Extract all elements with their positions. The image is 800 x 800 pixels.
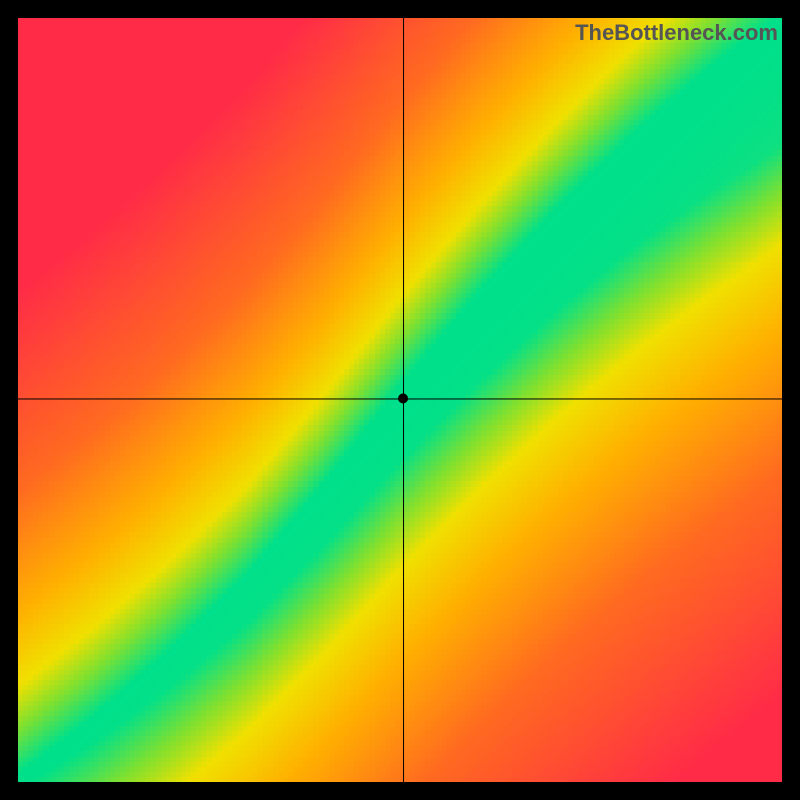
frame-border-top xyxy=(0,0,800,18)
frame-border-right xyxy=(782,0,800,800)
frame-border-bottom xyxy=(0,782,800,800)
watermark-label: TheBottleneck.com xyxy=(575,20,778,46)
frame-border-left xyxy=(0,0,18,800)
bottleneck-heatmap xyxy=(18,18,782,782)
